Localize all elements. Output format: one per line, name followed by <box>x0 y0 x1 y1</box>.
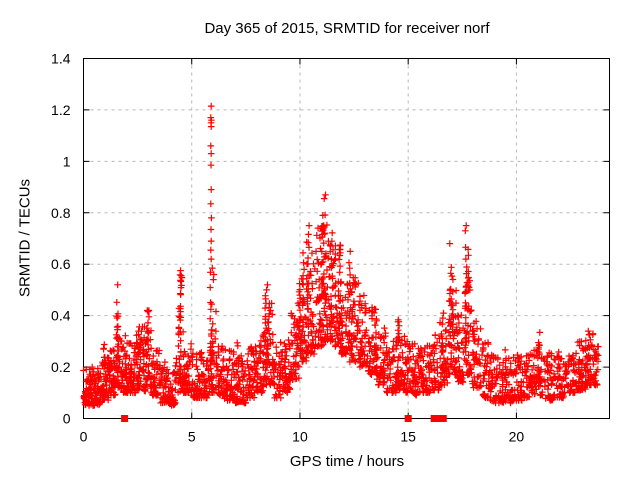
y-tick-label: 1 <box>63 153 71 169</box>
y-tick-label: 0.6 <box>51 256 71 272</box>
y-tick-label: 1.4 <box>51 51 71 67</box>
plot-border <box>83 58 610 419</box>
y-tick-label: 0.8 <box>51 205 71 221</box>
chart-title: Day 365 of 2015, SRMTID for receiver nor… <box>204 20 490 37</box>
y-tick-label: 0 <box>63 411 71 427</box>
y-tick-label: 0.2 <box>51 359 71 375</box>
x-tick-label: 20 <box>509 429 525 445</box>
axis-ticks <box>83 58 610 419</box>
scatter-points <box>80 102 602 409</box>
y-axis-label: SRMTID / TECUs <box>16 178 34 298</box>
x-tick-label: 10 <box>292 429 308 445</box>
baseline-square-marker <box>404 415 412 422</box>
baseline-square-marker <box>121 415 129 422</box>
x-axis-label: GPS time / hours <box>289 453 405 470</box>
baseline-square-marker <box>430 415 438 422</box>
y-tick-label: 0.4 <box>51 308 71 324</box>
baseline-square-marker <box>439 415 447 422</box>
x-tick-label: 5 <box>188 429 196 445</box>
x-tick-label: 15 <box>400 429 416 445</box>
y-tick-label: 1.2 <box>51 102 71 118</box>
grid-lines <box>83 58 610 419</box>
x-tick-label: 0 <box>80 429 88 445</box>
